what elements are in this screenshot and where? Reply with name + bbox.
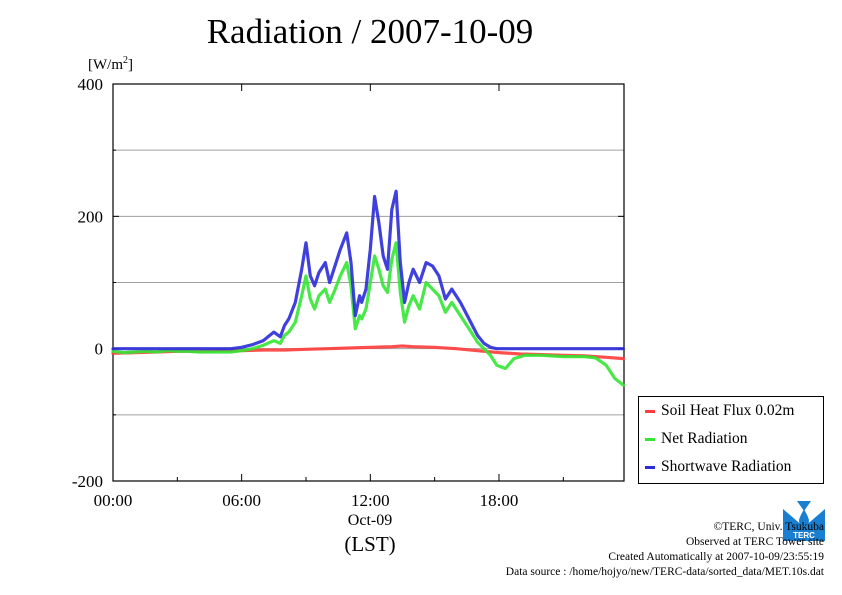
chart-legend: Soil Heat Flux 0.02m Net Radiation Short…: [638, 396, 824, 484]
legend-label: Shortwave Radiation: [661, 458, 792, 475]
legend-label: Net Radiation: [661, 430, 748, 447]
x-date-label: Oct-09: [347, 512, 393, 529]
credit-copyright: ©TERC, Univ. Tsukuba: [713, 521, 824, 533]
credit-created: Created Automatically at 2007-10-09/23:5…: [608, 551, 824, 563]
credit-source: Data source : /home/hojyo/new/TERC-data/…: [505, 566, 824, 578]
x-tick-label: 12:00: [351, 491, 390, 510]
y-tick-label: 200: [78, 207, 104, 226]
series-line-shortwave-radiation: [111, 189, 626, 351]
y-tick-label: 400: [78, 75, 104, 94]
legend-swatch-soil-heat-flux: [645, 409, 655, 413]
credits-block: ©TERC, Univ. Tsukuba Observed at TERC To…: [506, 520, 824, 580]
y-tick-label: 0: [95, 340, 104, 359]
legend-swatch-shortwave-radiation: [645, 465, 655, 469]
x-tick-label: 18:00: [480, 491, 519, 510]
y-tick-label: -200: [72, 472, 103, 491]
x-tick-label: 06:00: [222, 491, 261, 510]
legend-item-shortwave-radiation: Shortwave Radiation: [645, 457, 791, 477]
credit-site: Observed at TERC Tower site: [685, 536, 824, 548]
x-tick-label: 00:00: [94, 491, 133, 510]
y-axis-unit: [W/m2]: [88, 55, 133, 73]
legend-label: Soil Heat Flux 0.02m: [661, 402, 795, 419]
chart-title: Radiation / 2007-10-09: [206, 12, 534, 51]
legend-item-soil-heat-flux: Soil Heat Flux 0.02m: [645, 401, 794, 421]
series-line-net-radiation: [111, 241, 626, 387]
x-axis-label: (LST): [344, 532, 396, 556]
legend-item-net-radiation: Net Radiation: [645, 429, 748, 449]
logo-text: TERC: [793, 531, 815, 540]
terc-logo-icon: TERC: [783, 501, 825, 541]
legend-swatch-net-radiation: [645, 437, 655, 441]
